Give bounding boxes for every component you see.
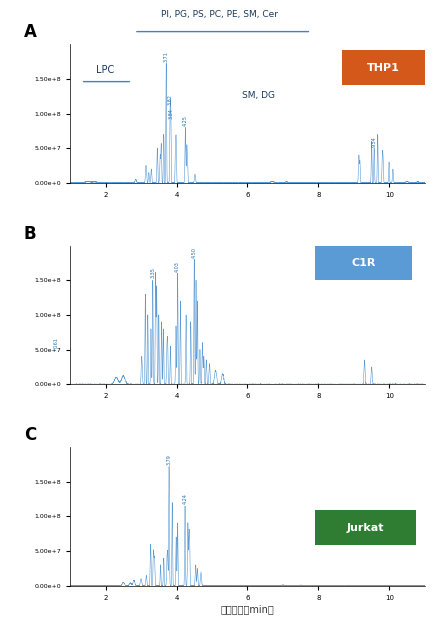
Text: B: B	[24, 225, 37, 243]
Text: 4.24: 4.24	[183, 493, 187, 504]
Text: C: C	[24, 427, 36, 444]
Text: A: A	[24, 23, 37, 42]
Text: 3.82: 3.82	[168, 94, 173, 105]
Text: TG, CE: TG, CE	[360, 50, 390, 59]
Text: 3.79: 3.79	[166, 454, 172, 465]
Text: SM, DG: SM, DG	[242, 91, 275, 100]
Text: THP1: THP1	[367, 63, 400, 72]
X-axis label: 保留时间（min）: 保留时间（min）	[221, 604, 274, 614]
Text: 3.71: 3.71	[164, 51, 169, 62]
Text: PI, PG, PS, PC, PE, SM, Cer: PI, PG, PS, PC, PE, SM, Cer	[161, 10, 278, 19]
Text: 4.03: 4.03	[175, 261, 180, 272]
Text: 9.54: 9.54	[371, 135, 377, 147]
Text: 0.61: 0.61	[54, 337, 59, 348]
Text: Jurkat: Jurkat	[347, 523, 385, 532]
Text: 4.25: 4.25	[183, 115, 188, 125]
Text: 3.84: 3.84	[168, 108, 173, 118]
Text: 4.50: 4.50	[192, 247, 197, 258]
Text: LPC: LPC	[96, 65, 115, 75]
Text: C1R: C1R	[351, 258, 376, 268]
Text: 3.35: 3.35	[151, 268, 156, 278]
